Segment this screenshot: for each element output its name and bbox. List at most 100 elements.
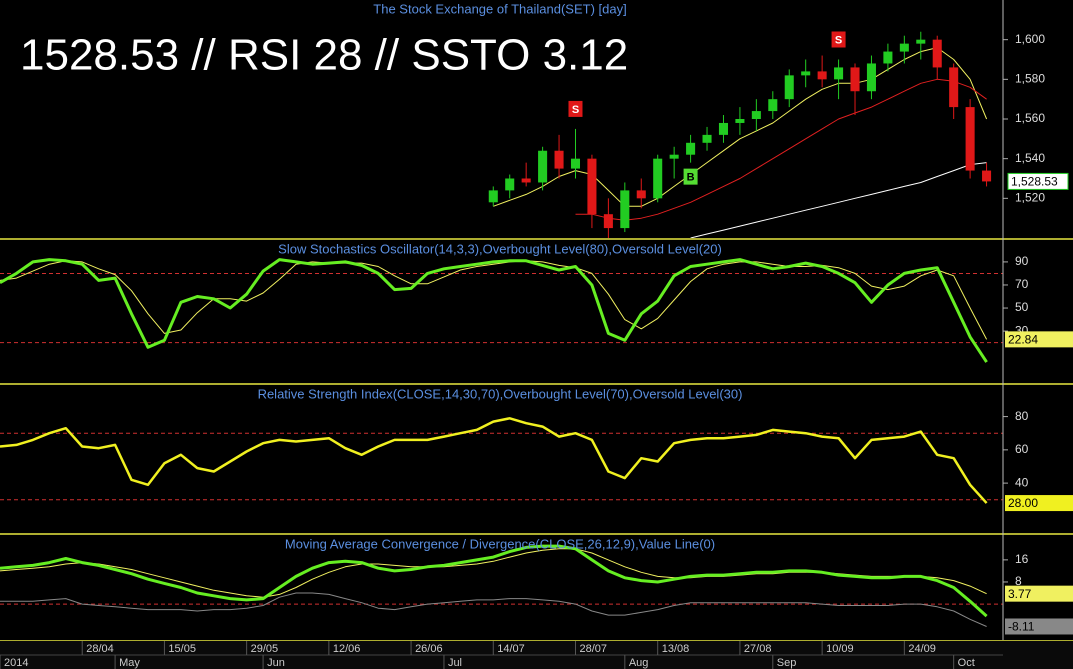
signal-label: S	[835, 34, 842, 46]
series-line	[690, 162, 987, 238]
x-tick-label: Jul	[448, 657, 462, 669]
x-tick-label: Sep	[777, 657, 797, 669]
value-label: 1,528.53	[1011, 175, 1058, 189]
candle-body	[817, 71, 827, 80]
candle-body	[932, 39, 942, 68]
candle-body	[850, 67, 860, 92]
signal-box	[568, 100, 583, 117]
x-tick-label: May	[119, 657, 140, 669]
candle-body	[834, 67, 844, 80]
candle-body	[982, 170, 992, 182]
plot-area	[0, 544, 1003, 627]
y-tick-label: 60	[1015, 442, 1029, 456]
panel: 40 60 80 28.00 Relative Strength Index(CLOSE…	[0, 386, 1073, 535]
x-tick-label: 28/07	[579, 643, 607, 655]
x-tick-label: 29/05	[251, 643, 279, 655]
series-line	[0, 417, 988, 504]
value-label-box	[1005, 618, 1073, 635]
x-tick-label: 2014	[4, 657, 28, 669]
candle-body	[538, 150, 548, 183]
y-tick-label: 40	[1015, 475, 1029, 489]
value-label: 22.84	[1008, 333, 1038, 347]
x-tick-label: Aug	[629, 657, 649, 669]
x-tick-label: 12/06	[333, 643, 361, 655]
candle-body	[603, 214, 613, 229]
candle-body	[636, 190, 646, 199]
y-tick-label: 1,520	[1015, 191, 1045, 205]
y-tick-label: 80	[1015, 409, 1029, 423]
value-label: 3.77	[1008, 587, 1032, 601]
plot-area	[0, 417, 1003, 504]
value-label-box	[1005, 585, 1073, 602]
x-tick-label: 15/05	[168, 643, 196, 655]
candle-body	[784, 75, 794, 100]
candle-body	[653, 158, 663, 199]
candle-body	[505, 178, 515, 191]
candle-body	[718, 122, 728, 135]
x-tick-label: 26/06	[415, 643, 443, 655]
y-tick-label: 90	[1015, 254, 1029, 268]
y-tick-label: 1,580	[1015, 72, 1045, 86]
candle-body	[735, 119, 745, 123]
series-line	[0, 258, 988, 363]
candle-body	[570, 158, 581, 169]
panel-title: The Stock Exchange of Thailand(SET) [day…	[373, 1, 626, 16]
value-label-box	[1005, 331, 1073, 348]
candle-body	[669, 154, 679, 159]
candle-body	[686, 142, 696, 155]
y-tick-label: 16	[1015, 552, 1029, 566]
panel-title: Slow Stochastics Oscillator(14,3,3),Over…	[278, 241, 722, 256]
candle-body	[751, 111, 761, 119]
panel-title: Relative Strength Index(CLOSE,14,30,70),…	[258, 386, 743, 401]
y-tick-label: 8	[1015, 574, 1022, 588]
headline: 1528.53 // RSI 28 // SSTO 3.12	[20, 31, 628, 80]
plot-area	[0, 258, 1003, 363]
y-tick-label: 70	[1015, 277, 1029, 291]
value-label-box	[1007, 172, 1069, 190]
value-label: 28.00	[1008, 496, 1038, 510]
candle-body	[554, 150, 564, 169]
signal-box	[683, 168, 698, 185]
series-line	[0, 544, 988, 618]
candle-body	[801, 71, 811, 76]
signal-box	[831, 31, 846, 48]
value-label: -8.11	[1008, 620, 1035, 634]
candle-body	[866, 63, 876, 92]
candle-body	[949, 67, 959, 108]
x-tick-label: Jun	[267, 657, 285, 669]
x-tick-label: 13/08	[662, 643, 690, 655]
candle-body	[916, 39, 926, 44]
y-tick-label: 1,540	[1015, 151, 1045, 165]
series-line	[575, 78, 987, 221]
x-tick-label: 14/07	[497, 643, 525, 655]
y-tick-label: 1,560	[1015, 111, 1045, 125]
candle-body	[965, 107, 975, 171]
value-label-box	[1005, 495, 1073, 512]
plot-area	[488, 31, 992, 238]
x-tick-label: 10/09	[826, 643, 854, 655]
candle-body	[587, 158, 597, 215]
series-line	[0, 592, 987, 627]
panel: 1,520 1,540 1,560 1,580 1,600 S B S 1,528.53 The …	[0, 1, 1073, 240]
x-tick-label: 24/09	[908, 643, 936, 655]
candle-body	[702, 134, 712, 143]
signal-label: S	[572, 104, 579, 116]
candle-body	[899, 43, 909, 52]
candle-body	[521, 178, 531, 183]
candle-body	[488, 190, 498, 203]
candle-body	[883, 51, 893, 64]
x-tick-label: 27/08	[744, 643, 772, 655]
x-tick-label: 28/04	[86, 643, 114, 655]
candle-body	[620, 190, 630, 229]
panel-title: Moving Average Convergence / Divergence(…	[285, 536, 715, 551]
candle-body	[768, 99, 778, 112]
y-tick-label: 1,600	[1015, 32, 1045, 46]
panel: 8 16 -8.11 3.77 Moving Average Convergence /…	[0, 536, 1073, 669]
signal-label: B	[687, 172, 695, 184]
x-tick-label: Oct	[958, 657, 975, 669]
y-tick-label: 50	[1015, 300, 1029, 314]
